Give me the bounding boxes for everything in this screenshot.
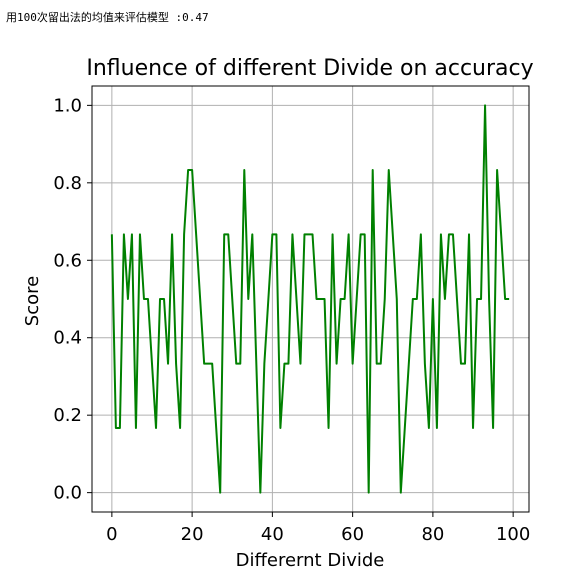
x-tick-label: 60 <box>341 524 364 545</box>
y-tick-label: 0.6 <box>53 250 82 271</box>
x-axis-label: Differernt Divide <box>236 550 385 571</box>
chart-title: Influence of different Divide on accurac… <box>86 56 533 81</box>
series-line-0 <box>110 104 510 494</box>
y-axis-label: Score <box>22 276 43 326</box>
x-tick-label: 80 <box>421 524 444 545</box>
y-tick-label: 1.0 <box>53 95 82 116</box>
y-tick-label: 0.8 <box>53 173 82 194</box>
x-tick-label: 0 <box>106 524 117 545</box>
axes-frame <box>91 85 530 513</box>
x-tick-label: 100 <box>496 524 530 545</box>
grid-lines <box>92 86 529 512</box>
series-layer <box>110 104 510 494</box>
console-output: 用100次留出法的均值来评估模型 :0.47 <box>6 11 209 24</box>
ticks: 0 20 40 60 80 100 0.0 0.2 0.4 0.6 0.8 1.0 <box>53 95 530 545</box>
y-tick-label: 0.0 <box>53 483 82 504</box>
y-tick-label: 0.2 <box>53 405 82 426</box>
x-tick-label: 20 <box>181 524 204 545</box>
y-tick-label: 0.4 <box>53 328 82 349</box>
x-tick-label: 40 <box>261 524 284 545</box>
plot-frame <box>91 85 530 513</box>
